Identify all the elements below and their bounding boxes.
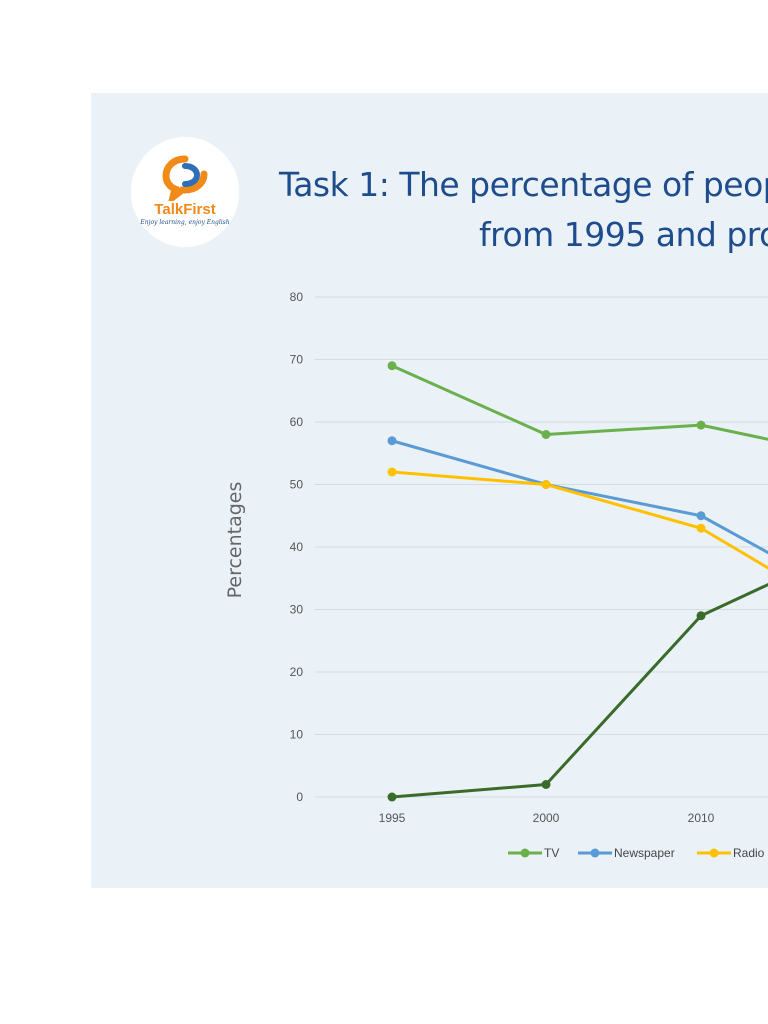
y-tick-label: 20 xyxy=(290,665,304,679)
y-axis-label: Percentages xyxy=(224,482,246,599)
data-point xyxy=(696,523,706,533)
legend-marker xyxy=(709,848,719,858)
data-point xyxy=(541,780,551,789)
series-line-radio xyxy=(391,470,768,570)
logo-tagline: Enjoy learning, enjoy English xyxy=(140,219,230,226)
x-tick-label: 2010 xyxy=(688,811,715,825)
logo-name: TalkFirst xyxy=(154,201,216,218)
series-line-tv xyxy=(391,364,768,441)
y-tick-label: 30 xyxy=(290,603,304,617)
speech-bubble-logo-icon xyxy=(162,155,208,201)
legend-marker xyxy=(520,848,530,858)
data-point xyxy=(387,361,397,371)
data-point xyxy=(696,611,706,621)
data-point xyxy=(387,792,397,802)
series-line-newspaper xyxy=(391,439,768,555)
chart-title-line-2: from 1995 and projec xyxy=(479,215,768,254)
chart-title-line-1: Task 1: The percentage of people acc xyxy=(279,165,768,204)
legend-marker xyxy=(590,848,600,858)
y-tick-label: 50 xyxy=(290,478,304,492)
y-tick-label: 0 xyxy=(296,790,303,804)
line-chart: 0 10 20 30 40 50 60 70 80 1995 2000 2010 Percentages… xyxy=(224,290,768,860)
y-tick-label: 40 xyxy=(290,540,304,554)
x-tick-label: 2000 xyxy=(533,811,560,825)
legend-label-radio: Radio xyxy=(733,846,765,860)
data-point xyxy=(387,436,397,446)
data-point xyxy=(696,420,706,430)
data-point xyxy=(387,467,397,477)
y-tick-label: 60 xyxy=(290,415,304,429)
y-tick-label: 80 xyxy=(290,290,304,304)
legend-label-tv: TV xyxy=(544,846,559,860)
data-point xyxy=(696,511,706,521)
talkfirst-logo: TalkFirst Enjoy learning, enjoy English xyxy=(131,137,239,247)
chart-panel: TalkFirst Enjoy learning, enjoy English … xyxy=(91,93,768,888)
data-point xyxy=(541,430,551,439)
series-line-series-4 xyxy=(391,582,768,799)
y-tick-label: 70 xyxy=(290,353,304,367)
legend-label-newspaper: Newspaper xyxy=(614,846,675,860)
y-tick-label: 10 xyxy=(290,728,304,742)
x-tick-label: 1995 xyxy=(379,811,406,825)
data-point xyxy=(541,480,551,489)
